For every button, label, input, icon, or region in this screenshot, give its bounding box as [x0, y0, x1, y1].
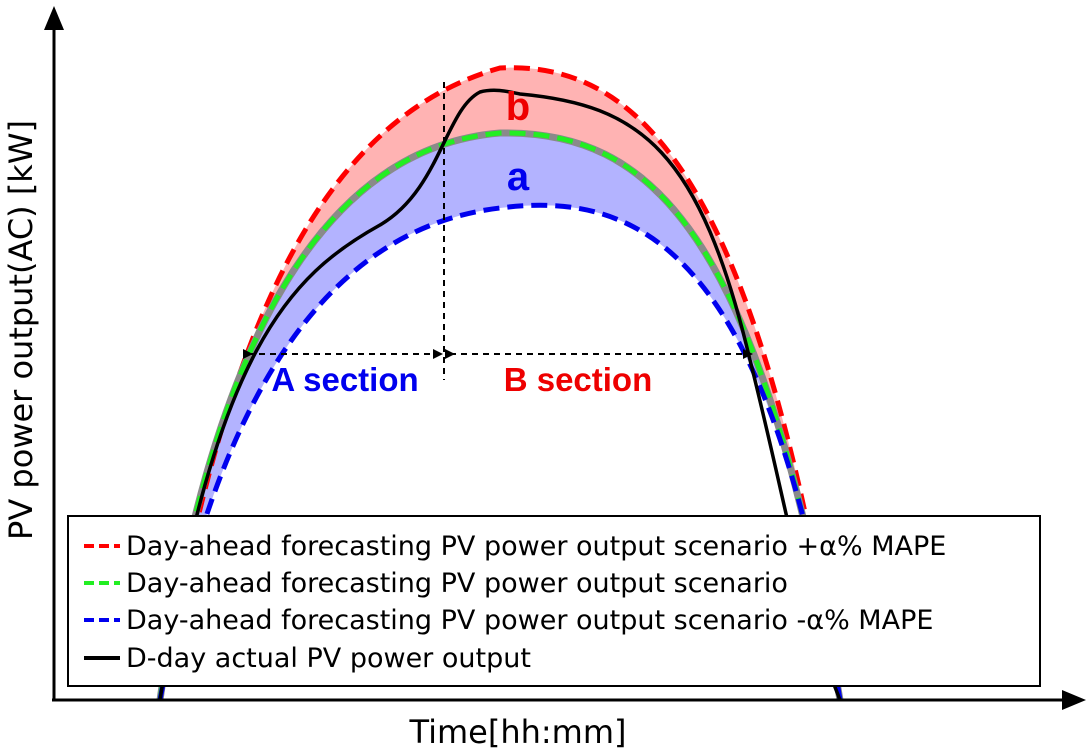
- lower-mape-curve: [157, 202, 843, 701]
- y-axis-label: PV power output(AC) [kW]: [2, 120, 40, 540]
- legend-label-upper: Day-ahead forecasting PV power output sc…: [126, 531, 946, 562]
- legend-label-lower: Day-ahead forecasting PV power output sc…: [126, 605, 933, 636]
- forecast-curve: [157, 130, 843, 701]
- section-a-label: A section: [271, 361, 418, 398]
- actual-power-curve: [158, 88, 842, 701]
- x-axis-arrow: [1062, 690, 1086, 710]
- y-axis-arrow: [44, 6, 64, 30]
- lower-band-fill: [160, 132, 840, 700]
- region-b-label: b: [506, 85, 530, 129]
- legend: Day-ahead forecasting PV power output sc…: [67, 515, 1041, 687]
- legend-box: [67, 515, 1041, 687]
- legend-label-actual: D-day actual PV power output: [126, 643, 531, 674]
- section-b-label: B section: [504, 361, 653, 398]
- x-axis-label: Time[hh:mm]: [409, 713, 627, 751]
- region-a-label: a: [507, 155, 530, 199]
- legend-label-forecast: Day-ahead forecasting PV power output sc…: [126, 568, 788, 599]
